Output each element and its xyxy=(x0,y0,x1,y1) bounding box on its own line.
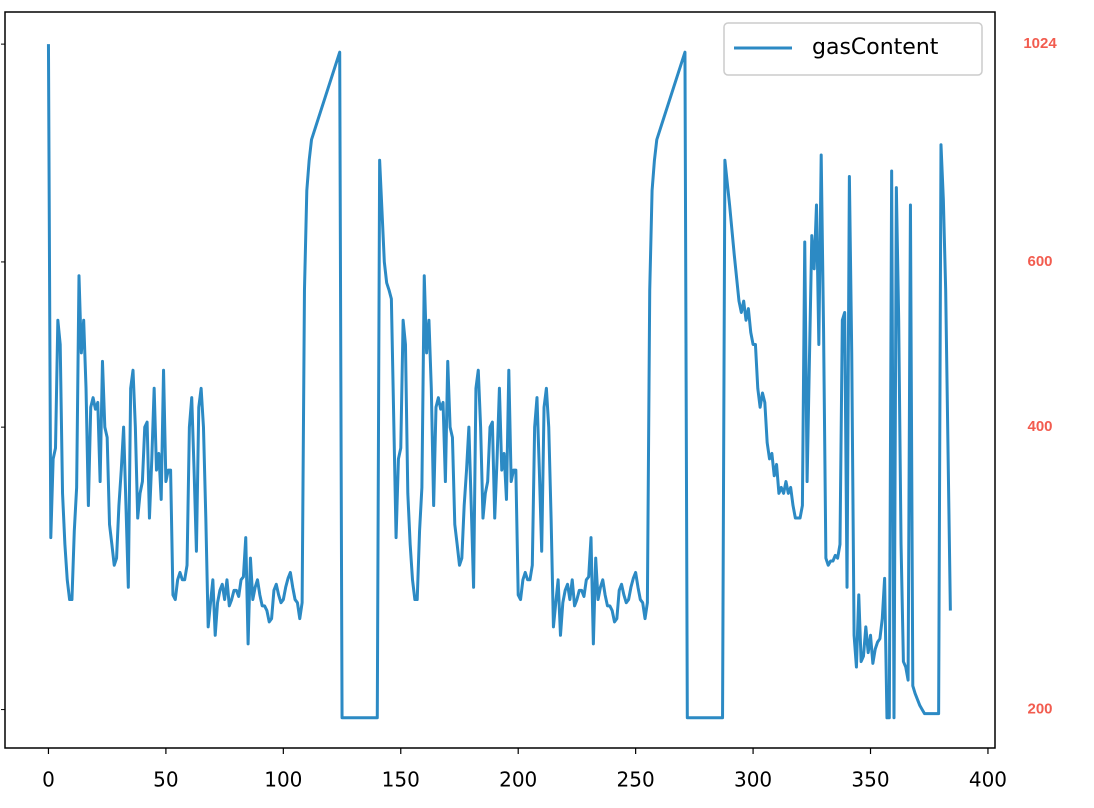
x-tick-label: 350 xyxy=(851,768,889,792)
plot-frame xyxy=(4,11,996,749)
x-tick-label: 50 xyxy=(153,768,178,792)
x-tick-label: 250 xyxy=(617,768,655,792)
x-tick-label: 200 xyxy=(499,768,537,792)
x-tick-label: 400 xyxy=(969,768,1007,792)
data-line xyxy=(46,44,952,720)
x-tick-label: 150 xyxy=(382,768,420,792)
y-tick-label: 200 xyxy=(1027,701,1052,718)
legend-box xyxy=(723,22,983,76)
y-tick-label: 400 xyxy=(1027,418,1052,435)
y-tick-label: 600 xyxy=(1027,253,1052,270)
y-tick-label: 1024 xyxy=(1023,35,1057,52)
legend-label: gasContent xyxy=(812,35,939,60)
x-tick-label: 300 xyxy=(734,768,772,792)
x-tick-label: 0 xyxy=(42,768,55,792)
x-tick-label: 100 xyxy=(264,768,302,792)
legend: gasContent xyxy=(723,22,983,76)
